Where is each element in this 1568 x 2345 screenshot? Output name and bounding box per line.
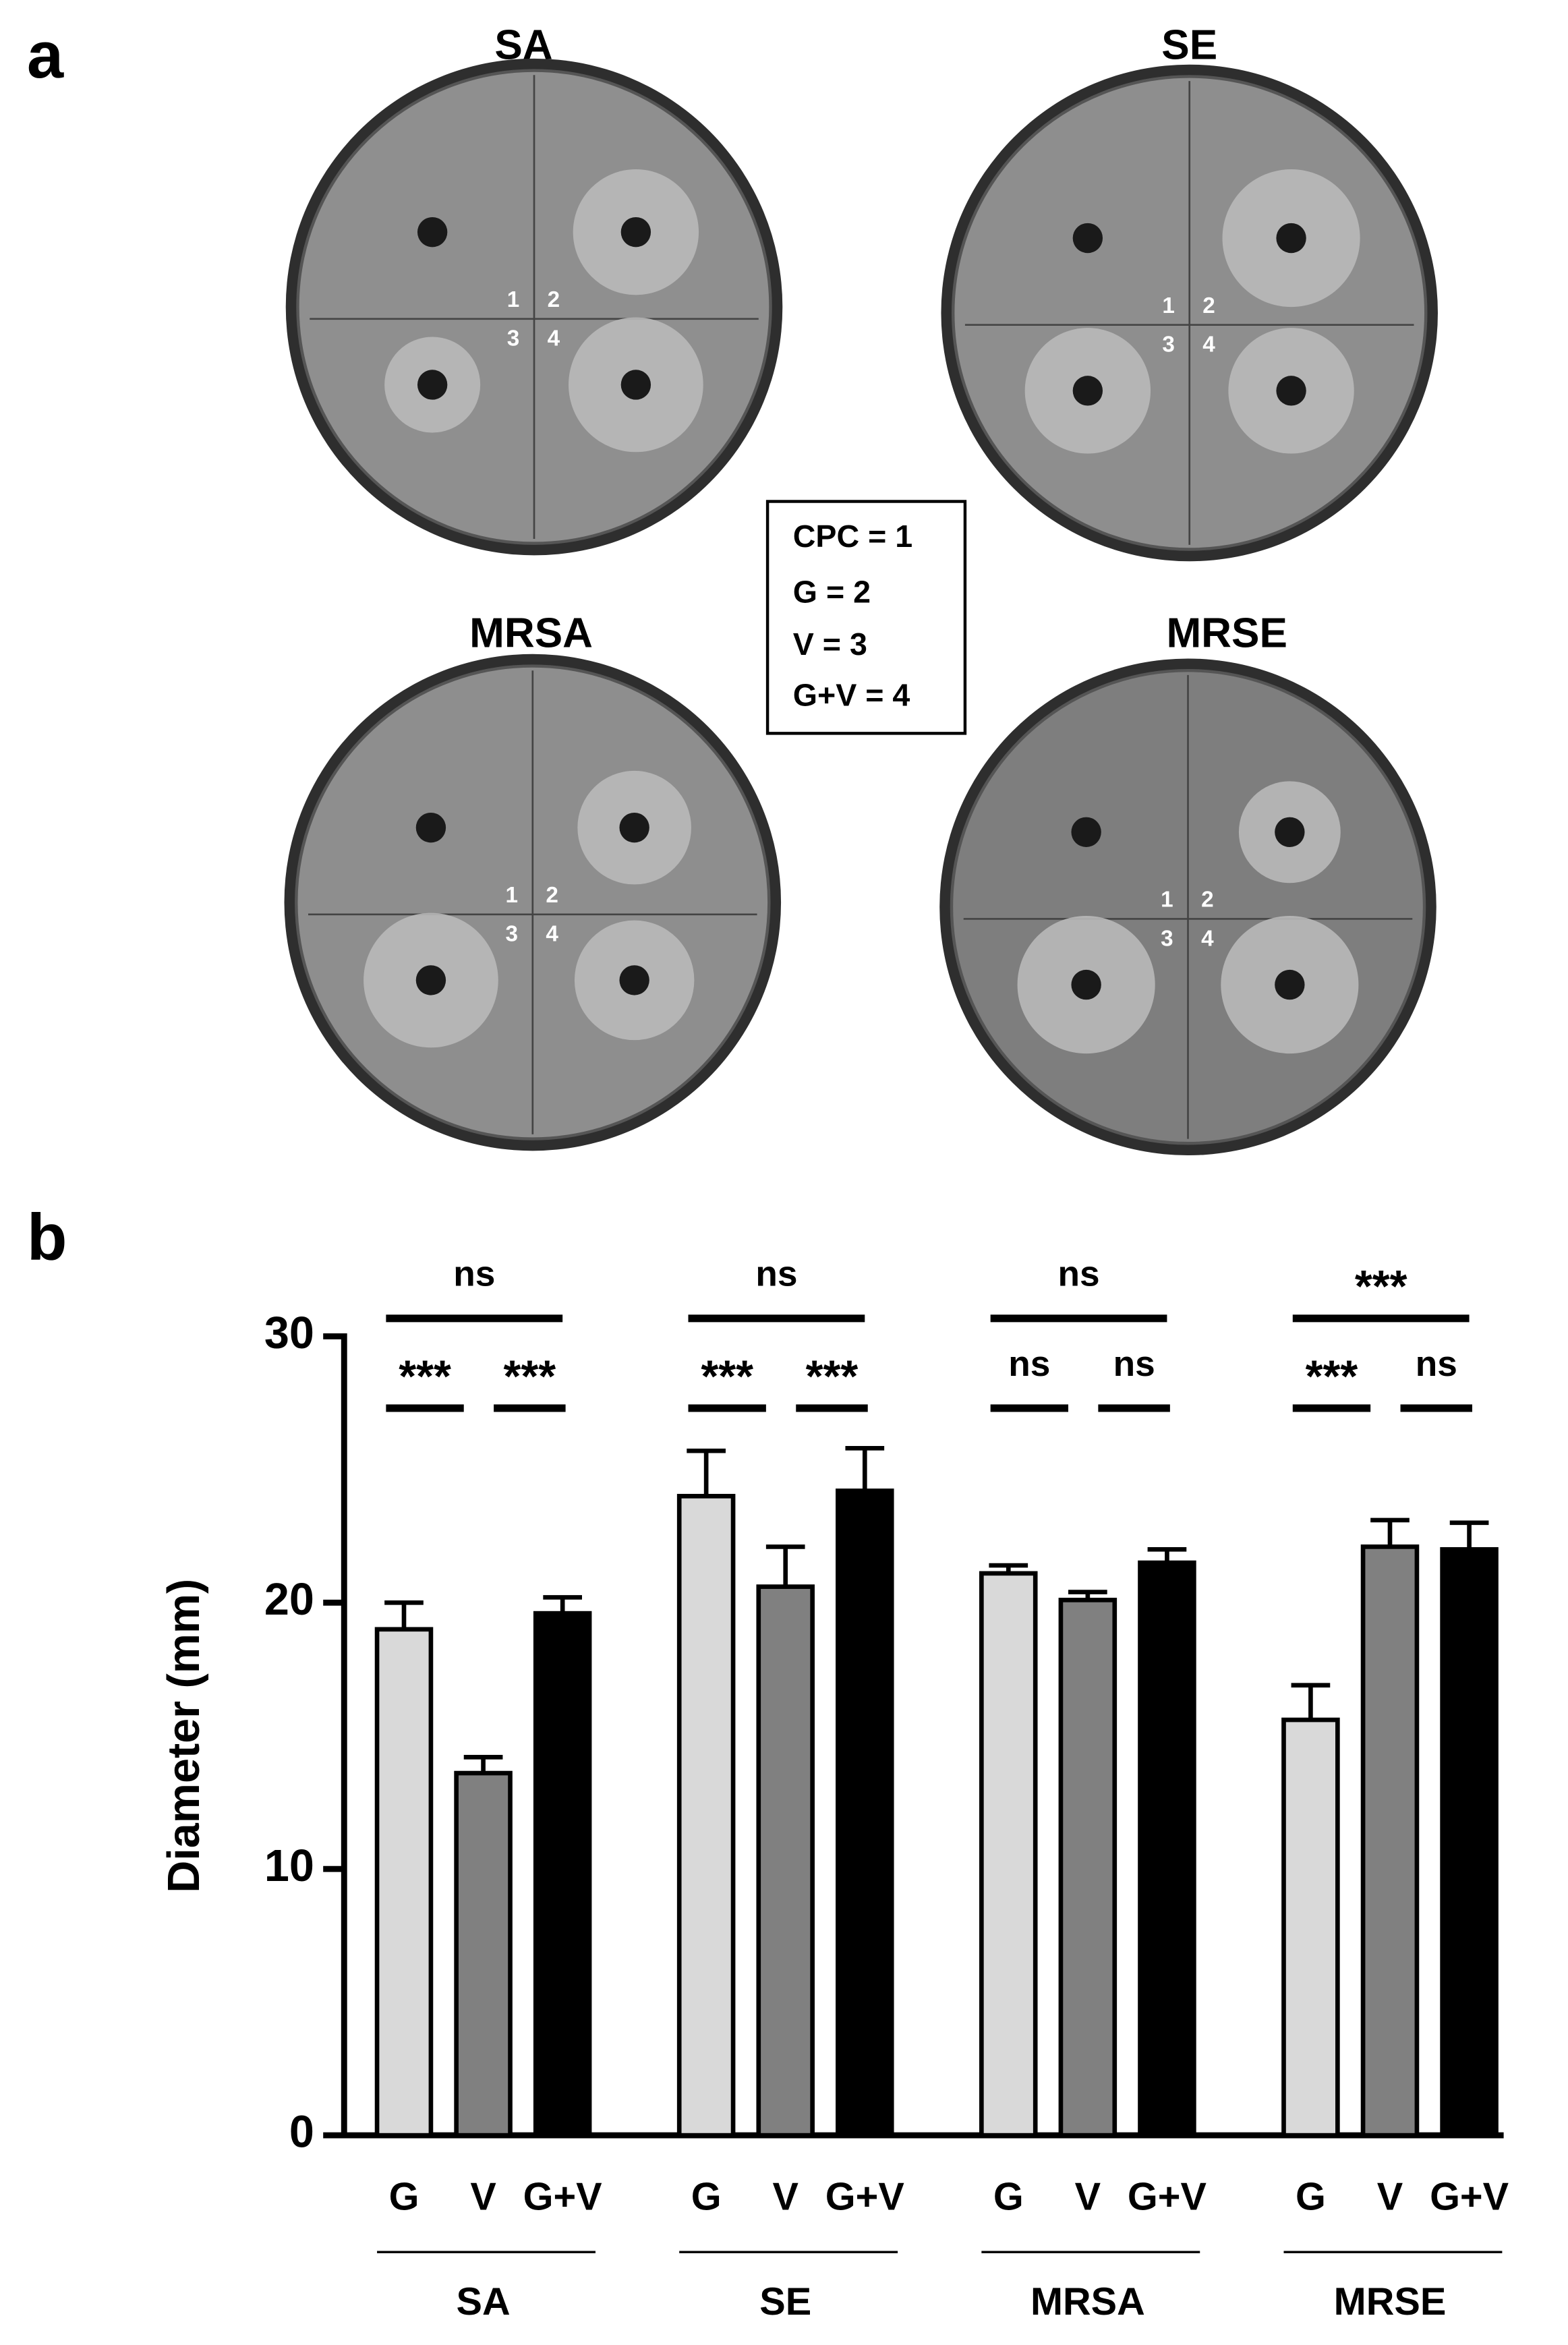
well xyxy=(620,216,651,248)
bar xyxy=(1440,1547,1499,2138)
x-tick-label: V xyxy=(1075,2176,1101,2219)
legend-box xyxy=(765,500,967,735)
legend-text: G = 2 xyxy=(793,574,871,609)
significance-label: *** xyxy=(806,1352,859,1401)
significance-label: ns xyxy=(1113,1344,1155,1384)
significance-label: *** xyxy=(399,1352,451,1401)
x-tick-label: G+V xyxy=(1128,2176,1207,2219)
well xyxy=(417,370,448,400)
bar xyxy=(756,1584,815,2138)
well xyxy=(1276,223,1306,254)
well-number: 1 xyxy=(507,287,520,312)
well-number: 3 xyxy=(505,922,518,947)
significance-label: *** xyxy=(1306,1352,1358,1401)
x-tick-label: G xyxy=(389,2176,419,2219)
significance-label: ns xyxy=(453,1254,495,1294)
x-tick-label: G xyxy=(691,2176,722,2219)
well-number: 1 xyxy=(1161,888,1173,913)
well xyxy=(1071,817,1101,847)
bar xyxy=(533,1611,592,2138)
plate-title: MRSA xyxy=(469,610,593,657)
y-tick-label: 30 xyxy=(264,1308,314,1358)
y-tick-label: 10 xyxy=(264,1841,314,1891)
x-tick-label: G xyxy=(993,2176,1024,2219)
well xyxy=(1275,817,1305,847)
well xyxy=(1275,969,1305,1000)
well xyxy=(620,370,651,400)
x-tick-label: V xyxy=(772,2176,798,2219)
bar xyxy=(374,1627,434,2138)
plate-title: SE xyxy=(1161,22,1217,69)
well-number: 4 xyxy=(1201,926,1214,951)
well xyxy=(1072,223,1103,254)
well-number: 3 xyxy=(1162,332,1175,357)
significance-label: ns xyxy=(1057,1254,1099,1294)
well-number: 2 xyxy=(546,883,558,908)
group-label: SE xyxy=(759,2280,811,2323)
well-number: 4 xyxy=(548,326,560,351)
well xyxy=(415,965,446,995)
significance-label: *** xyxy=(701,1352,753,1401)
panel-label: b xyxy=(27,1200,67,1273)
well xyxy=(619,812,649,843)
well-number: 3 xyxy=(1161,926,1173,951)
group-label: MRSE xyxy=(1334,2280,1447,2323)
x-tick-label: G+V xyxy=(1430,2176,1509,2219)
y-tick-label: 20 xyxy=(264,1575,314,1625)
legend-text: CPC = 1 xyxy=(793,519,912,554)
well-number: 3 xyxy=(507,326,520,351)
group-label: MRSA xyxy=(1030,2280,1145,2323)
well-number: 2 xyxy=(548,287,560,312)
x-tick-label: G+V xyxy=(523,2176,603,2219)
x-tick-label: V xyxy=(1377,2176,1403,2219)
bar xyxy=(1281,1717,1340,2138)
well xyxy=(1276,376,1306,406)
bar xyxy=(1138,1560,1196,2138)
bar xyxy=(836,1488,894,2138)
y-tick-label: 0 xyxy=(289,2108,314,2158)
bar xyxy=(1360,1544,1420,2138)
significance-label: *** xyxy=(1355,1262,1407,1312)
well-number: 4 xyxy=(1202,332,1215,357)
legend-text: G+V = 4 xyxy=(793,677,910,712)
well xyxy=(417,216,448,248)
well-number: 4 xyxy=(546,922,558,947)
x-tick-label: G xyxy=(1296,2176,1326,2219)
group-label: SA xyxy=(457,2280,511,2323)
significance-label: ns xyxy=(755,1254,797,1294)
bar xyxy=(1058,1598,1117,2138)
bar xyxy=(676,1494,736,2138)
legend-text: V = 3 xyxy=(793,627,867,662)
well-number: 2 xyxy=(1201,888,1214,913)
panel-label: a xyxy=(27,18,64,92)
well-number: 1 xyxy=(505,883,518,908)
plate-title: MRSE xyxy=(1166,610,1287,657)
significance-label: ns xyxy=(1008,1344,1050,1384)
x-tick-label: G+V xyxy=(825,2176,905,2219)
bar xyxy=(979,1571,1038,2138)
well-number: 2 xyxy=(1202,293,1215,318)
significance-label: ns xyxy=(1416,1344,1457,1384)
well xyxy=(415,812,446,843)
significance-label: *** xyxy=(504,1352,556,1401)
well xyxy=(619,965,649,995)
y-axis-label: Diameter (mm) xyxy=(159,1579,209,1893)
x-tick-label: V xyxy=(470,2176,496,2219)
well xyxy=(1071,969,1101,1000)
well-number: 1 xyxy=(1162,293,1175,318)
bar xyxy=(454,1770,513,2138)
well xyxy=(1072,376,1103,406)
